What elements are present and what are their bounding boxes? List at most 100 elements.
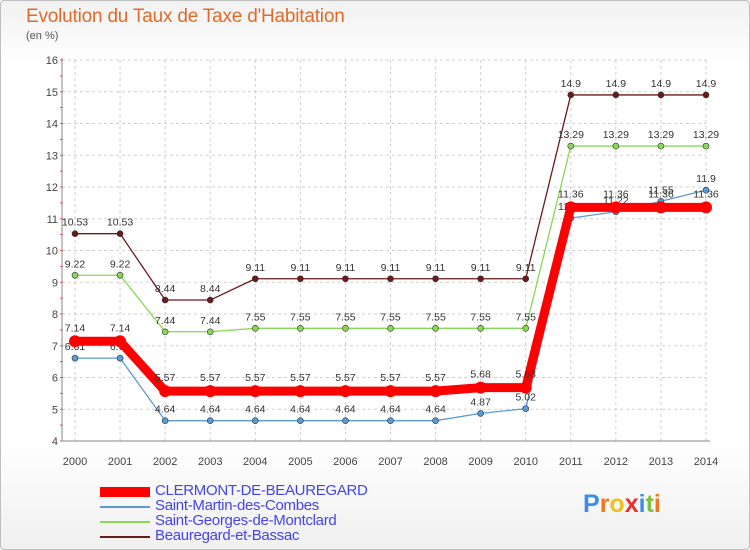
- data-label-beauregard-et-bassac: 14.9: [651, 78, 672, 90]
- data-point-saint-georges-de-montclard: [71, 271, 79, 279]
- data-point-clermont-de-beauregard: [114, 335, 127, 348]
- data-point-beauregard-et-bassac: [251, 275, 259, 283]
- data-label-beauregard-et-bassac: 9.11: [291, 262, 311, 274]
- x-tick-label: 2007: [378, 456, 402, 468]
- data-label-saint-georges-de-montclard: 7.55: [245, 311, 266, 323]
- logo-letter: o: [609, 490, 625, 518]
- data-label-clermont-de-beauregard: 5.68: [515, 369, 536, 381]
- data-point-beauregard-et-bassac: [206, 296, 214, 304]
- data-point-beauregard-et-bassac: [702, 91, 710, 99]
- data-label-clermont-de-beauregard: 5.57: [335, 372, 356, 384]
- x-tick-label: 2000: [63, 456, 87, 468]
- data-label-saint-martin-des-combes: 4.64: [290, 404, 311, 416]
- y-tick-label: 4: [52, 436, 58, 448]
- data-label-saint-martin-des-combes: 4.64: [200, 404, 221, 416]
- x-tick-label: 2002: [153, 456, 177, 468]
- data-label-beauregard-et-bassac: 9.11: [516, 262, 536, 274]
- data-point-beauregard-et-bassac: [657, 91, 665, 99]
- data-point-saint-martin-des-combes: [206, 417, 214, 424]
- data-label-saint-georges-de-montclard: 13.29: [603, 129, 629, 141]
- logo-letter: P: [583, 490, 600, 518]
- data-point-clermont-de-beauregard: [339, 385, 352, 398]
- data-point-beauregard-et-bassac: [567, 91, 575, 99]
- data-label-saint-georges-de-montclard: 7.55: [515, 311, 536, 323]
- data-point-saint-martin-des-combes: [297, 417, 304, 424]
- data-label-beauregard-et-bassac: 14.9: [606, 78, 627, 90]
- x-tick-label: 2001: [108, 456, 132, 468]
- y-tick-label: 11: [47, 214, 58, 226]
- data-point-clermont-de-beauregard: [69, 335, 81, 348]
- data-label-saint-georges-de-montclard: 7.55: [380, 311, 401, 323]
- data-label-beauregard-et-bassac: 9.11: [471, 262, 491, 274]
- data-label-clermont-de-beauregard: 7.14: [65, 322, 86, 334]
- x-tick-label: 2013: [649, 456, 673, 468]
- data-label-saint-georges-de-montclard: 7.55: [290, 311, 311, 323]
- data-label-clermont-de-beauregard: 11.36: [558, 188, 584, 200]
- legend-swatch: [100, 487, 150, 497]
- data-point-saint-martin-des-combes: [522, 405, 530, 412]
- data-label-beauregard-et-bassac: 9.11: [245, 262, 265, 274]
- data-point-saint-georges-de-montclard: [612, 142, 620, 150]
- data-point-saint-martin-des-combes: [387, 417, 394, 424]
- data-point-clermont-de-beauregard: [159, 385, 172, 398]
- data-point-saint-georges-de-montclard: [251, 324, 259, 332]
- y-tick-label: 10: [46, 246, 58, 258]
- data-point-saint-georges-de-montclard: [522, 324, 530, 332]
- logo-letter: i: [653, 490, 661, 518]
- data-label-saint-georges-de-montclard: 7.55: [425, 311, 446, 323]
- legend-label: Saint-Martin-des-Combes: [155, 497, 319, 514]
- data-point-clermont-de-beauregard: [294, 385, 307, 398]
- data-label-clermont-de-beauregard: 5.68: [470, 369, 491, 381]
- data-point-saint-georges-de-montclard: [567, 142, 575, 150]
- data-point-saint-georges-de-montclard: [432, 324, 439, 332]
- x-tick-label: 2010: [513, 456, 537, 468]
- y-tick-label: 9: [52, 277, 58, 289]
- data-point-beauregard-et-bassac: [161, 296, 169, 304]
- legend-label: Saint-Georges-de-Montclard: [155, 512, 337, 529]
- data-point-beauregard-et-bassac: [297, 275, 304, 283]
- data-point-saint-georges-de-montclard: [342, 324, 349, 332]
- data-label-beauregard-et-bassac: 10.53: [107, 217, 133, 229]
- data-label-clermont-de-beauregard: 11.36: [693, 188, 719, 200]
- y-tick-label: 13: [46, 150, 58, 162]
- data-point-beauregard-et-bassac: [432, 275, 439, 283]
- data-point-beauregard-et-bassac: [477, 275, 484, 283]
- data-label-beauregard-et-bassac: 8.44: [200, 283, 221, 295]
- data-label-clermont-de-beauregard: 5.57: [200, 372, 221, 384]
- data-label-clermont-de-beauregard: 5.57: [245, 372, 266, 384]
- data-point-saint-georges-de-montclard: [657, 142, 665, 150]
- x-tick-label: 2005: [288, 456, 312, 468]
- data-point-saint-georges-de-montclard: [387, 324, 394, 332]
- data-label-saint-martin-des-combes: 4.64: [380, 404, 401, 416]
- legend-swatch: [100, 536, 150, 538]
- data-point-clermont-de-beauregard: [204, 385, 217, 398]
- data-label-clermont-de-beauregard: 5.57: [425, 372, 446, 384]
- data-point-saint-martin-des-combes: [116, 354, 124, 362]
- data-point-clermont-de-beauregard: [564, 201, 577, 214]
- proxiti-logo: Proxiti: [583, 490, 661, 519]
- data-point-beauregard-et-bassac: [387, 275, 394, 283]
- data-label-saint-georges-de-montclard: 13.29: [558, 129, 584, 141]
- y-tick-label: 8: [52, 309, 58, 321]
- data-point-beauregard-et-bassac: [116, 230, 124, 237]
- data-point-clermont-de-beauregard: [384, 385, 397, 398]
- y-tick-label: 7: [52, 341, 58, 353]
- data-point-clermont-de-beauregard: [249, 385, 262, 398]
- data-label-saint-martin-des-combes: 5.02: [515, 392, 536, 404]
- legend-swatch: [100, 506, 150, 508]
- data-label-saint-georges-de-montclard: 9.22: [110, 258, 131, 270]
- logo-letter: x: [624, 490, 639, 518]
- data-label-beauregard-et-bassac: 9.11: [426, 262, 446, 274]
- y-tick-label: 16: [46, 55, 58, 67]
- legend-label: Beauregard-et-Bassac: [155, 527, 300, 544]
- data-label-beauregard-et-bassac: 10.53: [62, 217, 88, 229]
- y-tick-label: 12: [46, 182, 58, 194]
- x-tick-label: 2006: [333, 456, 357, 468]
- x-tick-label: 2004: [243, 456, 267, 468]
- y-tick-label: 15: [46, 87, 58, 99]
- data-point-saint-georges-de-montclard: [477, 324, 484, 332]
- data-label-beauregard-et-bassac: 9.11: [381, 262, 401, 274]
- data-point-beauregard-et-bassac: [71, 230, 79, 237]
- data-point-saint-martin-des-combes: [161, 417, 169, 424]
